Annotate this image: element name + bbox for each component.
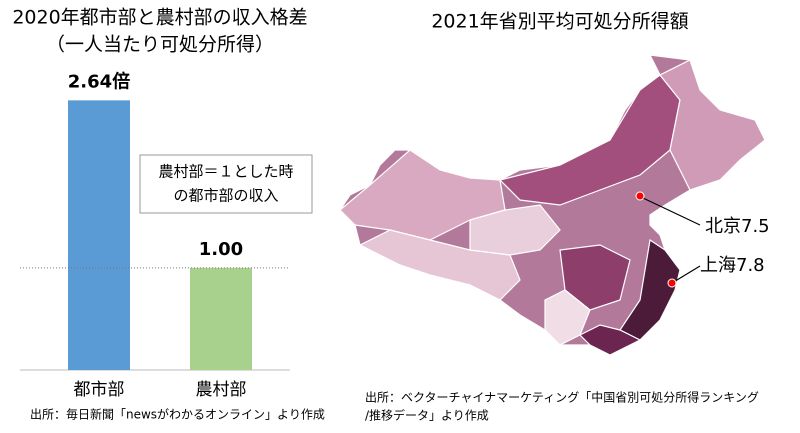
bar bbox=[190, 267, 252, 370]
source: 出所：ベクターチャイナマーケティング「中国省別可処分所得ランキング bbox=[365, 390, 759, 405]
x-tick-label: 都市部 bbox=[74, 380, 125, 400]
region bbox=[659, 59, 766, 191]
value-label: 1.00 bbox=[199, 239, 243, 260]
annotation: 農村部＝１とした時 bbox=[158, 163, 293, 181]
region bbox=[544, 289, 591, 346]
leader-line bbox=[671, 265, 701, 284]
city-label: 北京7.5 bbox=[705, 216, 770, 237]
map-title: 2021年省別平均可処分所得額 bbox=[431, 11, 688, 33]
source: 出所：毎日新聞「newsがわかるオンライン」より作成 bbox=[30, 407, 325, 422]
annotation: の都市部の収入 bbox=[173, 187, 278, 205]
region bbox=[619, 238, 681, 341]
region bbox=[358, 229, 521, 301]
annotation-box bbox=[139, 154, 313, 214]
region bbox=[469, 204, 561, 256]
chart-title: 2020年都市部と農村部の収入格差 bbox=[12, 7, 307, 29]
chart-subtitle: （一人当たり可処分所得） bbox=[46, 34, 274, 56]
city-marker bbox=[667, 278, 677, 288]
china-map bbox=[339, 54, 766, 356]
x-tick-label: 農村部 bbox=[196, 380, 247, 400]
value-label: 2.64倍 bbox=[68, 70, 130, 92]
leader-line bbox=[642, 197, 701, 226]
source: /推移データ」より作成 bbox=[365, 408, 489, 423]
city-label: 上海7.8 bbox=[700, 255, 765, 276]
city-marker bbox=[635, 191, 645, 201]
region bbox=[578, 324, 642, 356]
bar bbox=[68, 100, 130, 370]
